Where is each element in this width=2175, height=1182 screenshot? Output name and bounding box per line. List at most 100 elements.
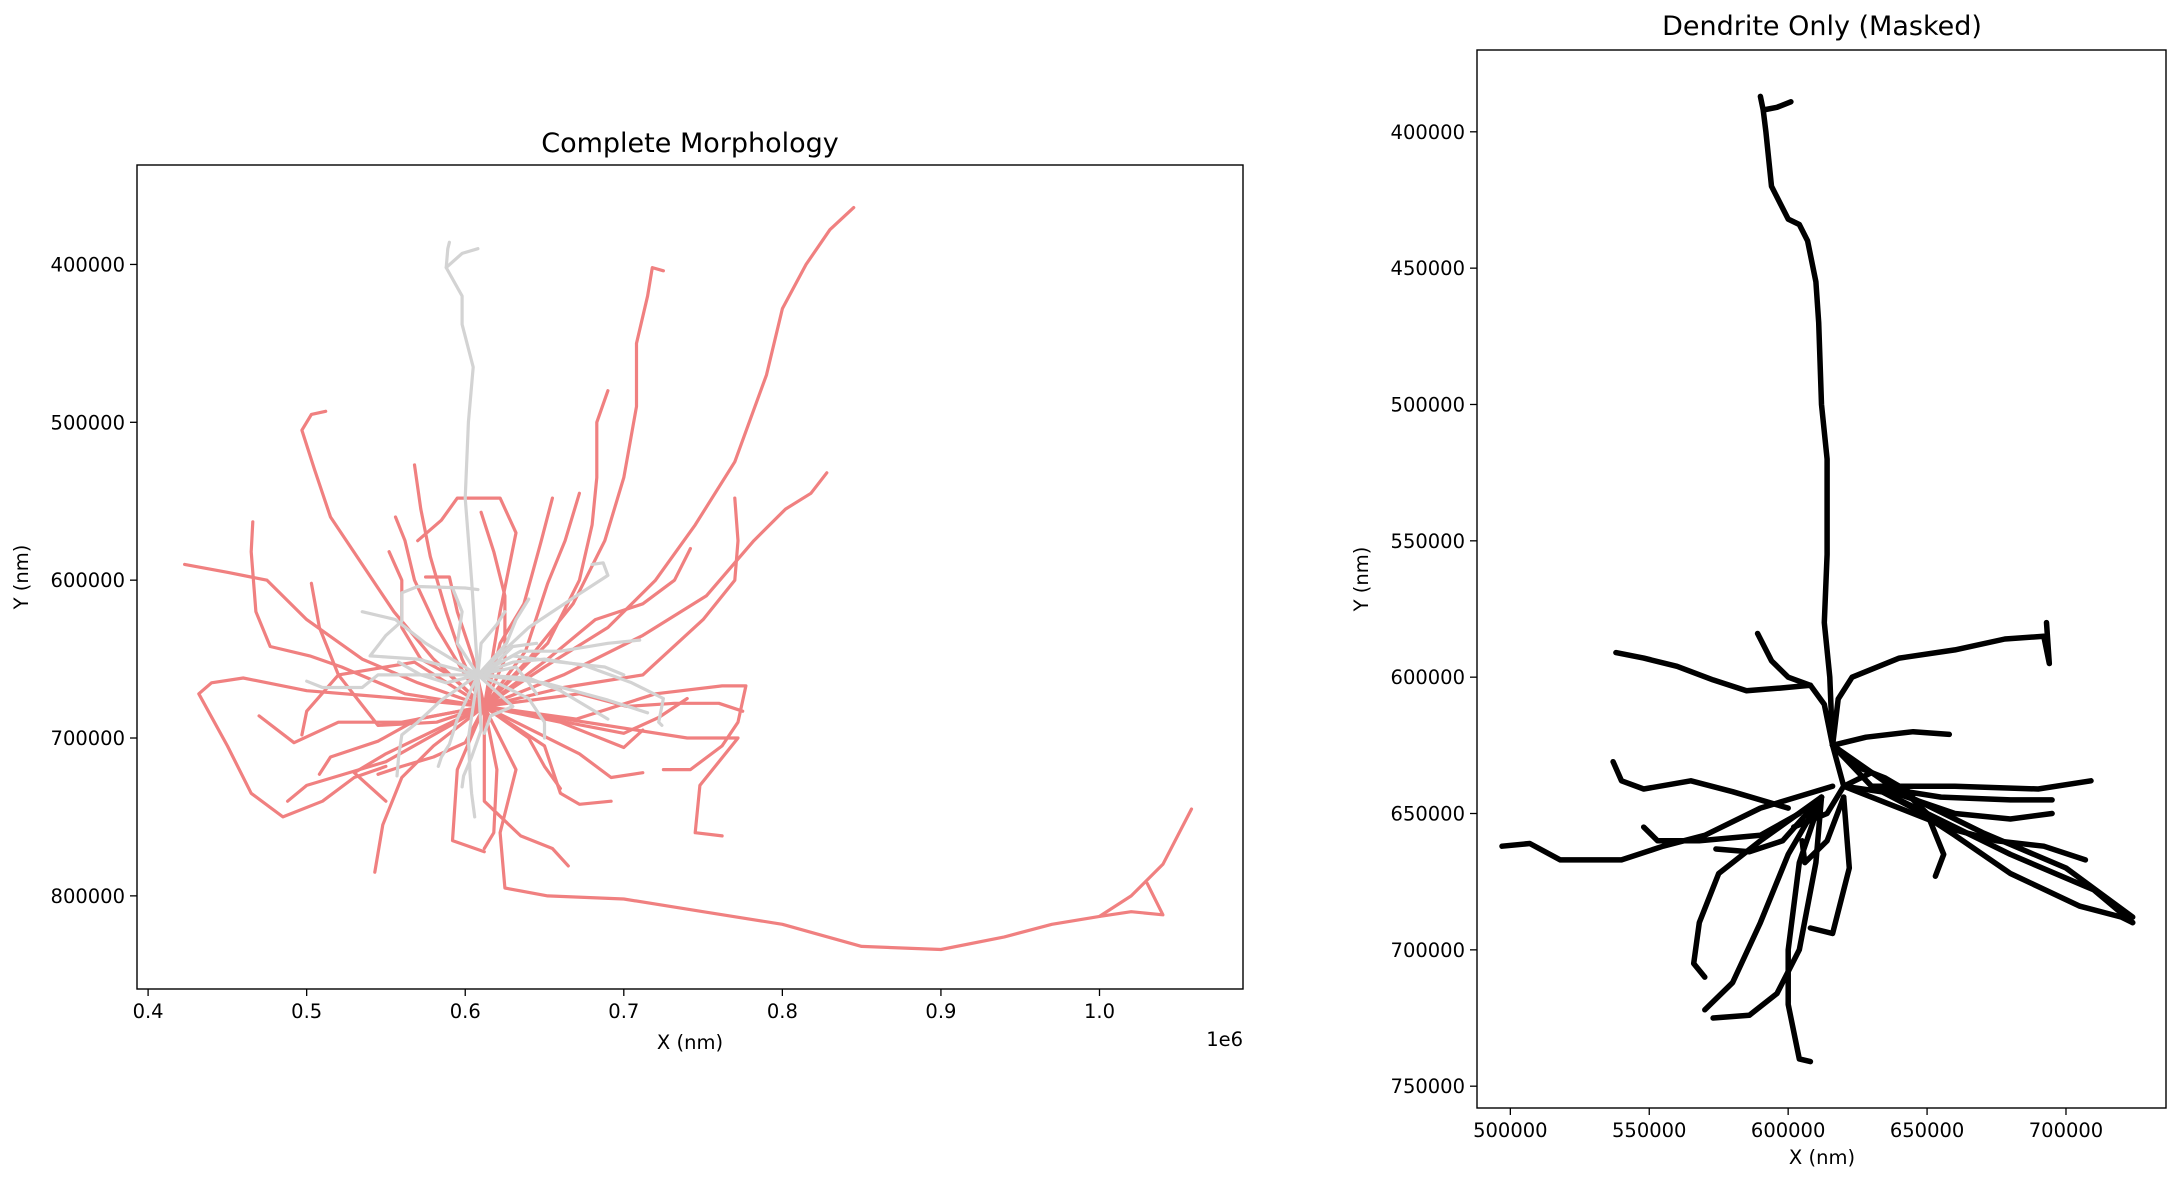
branch-path-dendrite_gray-9	[476, 597, 531, 677]
branch-path-axon-18	[482, 704, 645, 780]
branch-path-dendrite_gray-14	[476, 665, 539, 696]
y-tick-label: 400000	[1391, 121, 1465, 144]
branch-path-dendrite_black-16	[1702, 794, 1825, 1013]
branch-path-axon-32	[482, 704, 499, 851]
chart-title: Complete Morphology	[541, 128, 839, 159]
x-tick-label: 700000	[2029, 1119, 2103, 1142]
branch-path-dendrite_gray-19	[397, 660, 480, 685]
branch-path-axon-19	[482, 704, 740, 838]
x-axis-label: X (nm)	[657, 1031, 723, 1054]
branch-path-dendrite_black-4	[1829, 619, 2053, 749]
branch-path-dendrite_gray-6	[466, 673, 480, 819]
branch-path-dendrite_gray-22	[360, 610, 480, 677]
branch-path-dendrite_black-0	[1757, 93, 1836, 749]
complete-morphology-chart: Complete Morphology 0.4 0.5 0.6 0.7 0.8 0.9 1.…	[10, 128, 1244, 1054]
y-tick-label: 750000	[1391, 1075, 1465, 1098]
branch-path-axon-20	[286, 704, 486, 803]
branch-path-dendrite_black-11	[1499, 783, 1836, 863]
branch-path-dendrite_gray-20	[476, 673, 547, 740]
x-tick-label: 650000	[1890, 1119, 1964, 1142]
branch-path-dendrite_gray-1	[444, 247, 480, 270]
branch-path-axon-8	[183, 562, 486, 708]
branch-path-axon-6	[416, 496, 518, 708]
branch-path-axon-31	[300, 660, 486, 737]
y-axis-label: Y (nm)	[10, 545, 33, 611]
plot-area	[183, 206, 1194, 952]
x-tick-label: 0.8	[767, 1000, 798, 1023]
branch-path-axon-17	[482, 684, 748, 772]
branch-path-axon-35	[482, 704, 562, 791]
x-tick-label: 550000	[1612, 1119, 1686, 1142]
plot-frame	[1476, 49, 2167, 1109]
branch-path-axon-38	[482, 696, 689, 735]
branch-path-axon-21	[249, 520, 486, 708]
branch-path-dendrite_gray-13	[476, 673, 610, 721]
branch-path-dendrite_black-15	[1690, 794, 1825, 980]
x-axis-label: X (nm)	[1789, 1146, 1855, 1169]
y-tick-label: 700000	[1391, 939, 1465, 962]
branch-path-axon-3	[482, 471, 829, 708]
branch-path-dendrite_black-25	[1829, 742, 1916, 798]
branch-path-axon-1	[482, 266, 665, 708]
y-tick-label: 550000	[1391, 530, 1465, 553]
x-tick-label: 0.7	[608, 1000, 639, 1023]
branch-path-axon-22	[309, 581, 486, 727]
branch-path-axon-28	[482, 491, 581, 708]
x-axis-ticks: 500000 550000 600000 650000 700000	[1473, 1108, 2103, 1142]
branch-path-dendrite_black-7	[1829, 742, 2136, 920]
branch-path-dendrite_gray-18	[450, 586, 480, 677]
y-axis-ticks: 400000 500000 600000 700000 800000	[51, 253, 137, 908]
branch-path-dendrite_black-23	[1840, 783, 2055, 822]
branch-path-axon-34	[376, 704, 486, 776]
branch-path-axon-14	[482, 704, 613, 806]
branch-path-axon-0	[482, 206, 856, 708]
branch-path-axon-11	[373, 704, 486, 874]
y-tick-label: 400000	[51, 253, 125, 276]
branch-path-axon-33	[352, 704, 486, 803]
branch-path-axon-16	[1097, 881, 1165, 918]
branch-path-axon-7	[300, 409, 486, 708]
branch-path-dendrite_gray-17	[476, 654, 626, 677]
plot-frame	[136, 164, 1244, 990]
branch-path-dendrite_gray-12	[476, 673, 650, 715]
branch-path-axon-2	[482, 389, 610, 708]
branch-path-dendrite_gray-21	[476, 610, 507, 677]
branch-path-axon-37	[482, 692, 745, 713]
x-tick-label: 0.6	[450, 1000, 481, 1023]
x-tick-label: 0.4	[133, 1000, 164, 1023]
branch-path-dendrite_gray-11	[476, 657, 665, 727]
branch-path-dendrite_gray-3	[305, 673, 480, 690]
branch-path-axon-5	[482, 547, 692, 708]
x-axis-offset-label: 1e6	[1206, 1028, 1243, 1051]
y-tick-label: 450000	[1391, 257, 1465, 280]
branch-path-dendrite_black-5	[1829, 728, 1953, 749]
branch-path-dendrite_black-24	[1790, 742, 1847, 830]
branch-path-dendrite_gray-5	[436, 673, 480, 768]
branch-path-axon-30	[317, 704, 486, 776]
branch-path-dendrite_black-2	[1613, 649, 1836, 749]
x-tick-label: 500000	[1473, 1119, 1547, 1142]
y-axis-label: Y (nm)	[1350, 547, 1373, 613]
x-tick-label: 0.9	[925, 1000, 956, 1023]
branch-path-dendrite_gray-7	[460, 673, 483, 789]
y-tick-label: 500000	[51, 411, 125, 434]
y-axis-ticks: 400000 450000 500000 550000 600000 650000 7000…	[1391, 121, 1477, 1098]
branch-path-dendrite_black-13	[1640, 810, 1803, 844]
x-tick-label: 1.0	[1084, 1000, 1115, 1023]
y-tick-label: 700000	[51, 727, 125, 750]
dendrite-only-chart: Dendrite Only (Masked) 500000 550000 60000…	[1350, 11, 2167, 1169]
x-tick-label: 600000	[1751, 1119, 1825, 1142]
branch-path-dendrite_black-19	[1807, 794, 1853, 937]
branch-path-dendrite_gray-4	[395, 673, 480, 778]
branch-path-dendrite_gray-10	[476, 561, 610, 677]
branch-path-dendrite_gray-0	[444, 240, 480, 677]
branch-path-dendrite_gray-2	[368, 584, 480, 677]
branch-path-dendrite_black-9	[1868, 778, 2094, 792]
y-tick-label: 600000	[51, 569, 125, 592]
x-tick-label: 0.5	[291, 1000, 322, 1023]
branch-path-dendrite_black-14	[1713, 794, 1825, 855]
chart-title: Dendrite Only (Masked)	[1662, 11, 1982, 42]
y-tick-label: 500000	[1391, 393, 1465, 416]
y-tick-label: 800000	[51, 885, 125, 908]
